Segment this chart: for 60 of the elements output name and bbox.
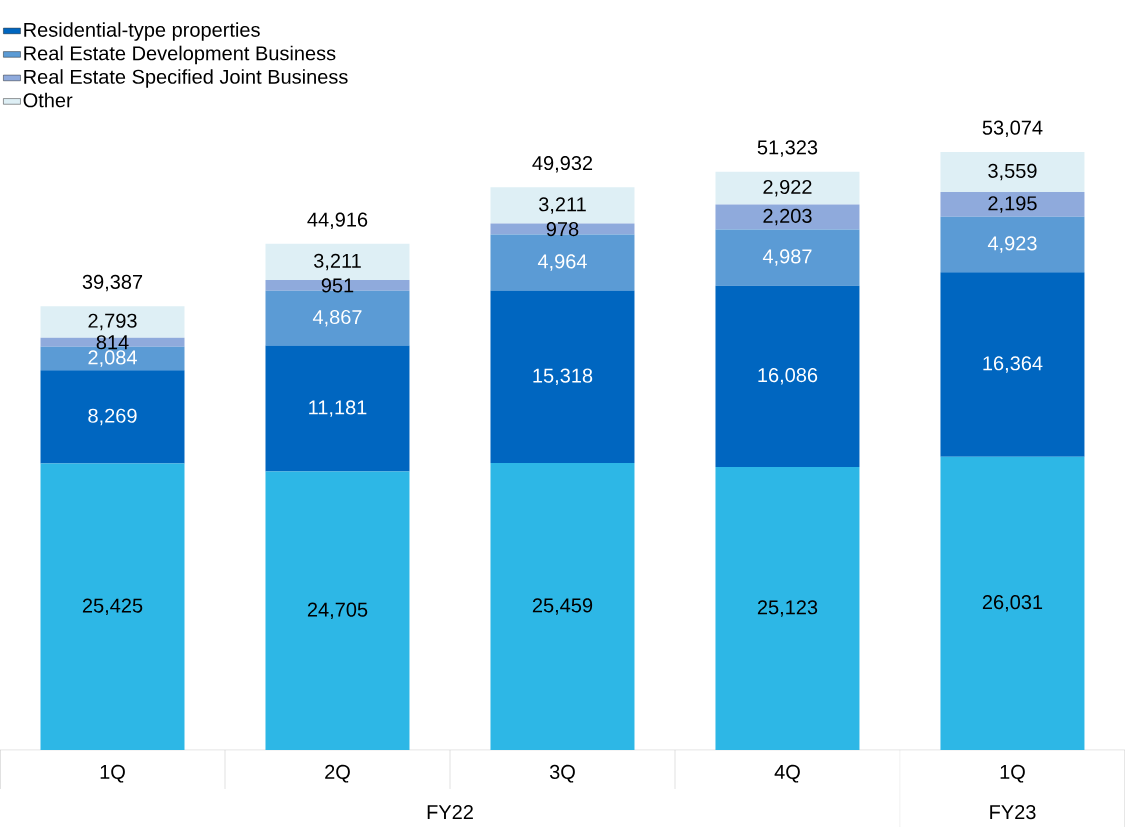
bar	[940, 192, 1085, 217]
bar	[40, 463, 185, 750]
data-label: 3,211	[313, 253, 361, 271]
data-label: 3,559	[988, 163, 1037, 181]
bar	[265, 280, 410, 291]
bar	[940, 151, 1085, 193]
bar	[940, 216, 1085, 273]
data-label: 4,964	[537, 254, 587, 271]
bar	[265, 345, 410, 472]
data-label: 15,318	[533, 368, 593, 386]
total-label: 44,916	[307, 212, 368, 229]
bar	[940, 456, 1085, 750]
data-label: 2,203	[763, 208, 812, 226]
bar	[490, 223, 635, 235]
data-label: 8,269	[88, 408, 137, 426]
total-label: 51,323	[757, 140, 818, 157]
x-tick-label: 3Q	[549, 764, 575, 783]
x-tick-label: 1Q	[1000, 764, 1025, 783]
data-label: 16,364	[983, 356, 1043, 373]
data-label: 2,922	[763, 179, 812, 197]
bar	[715, 229, 860, 286]
bar	[490, 187, 635, 224]
data-label: 25,425	[82, 598, 143, 615]
data-label: 26,031	[982, 595, 1043, 612]
bar	[715, 171, 860, 205]
bar	[940, 272, 1085, 457]
data-label: 11,181	[309, 400, 367, 417]
x-tick-label: 1Q	[100, 764, 125, 783]
data-label: 24,705	[307, 602, 368, 620]
legend-label: Real Estate Development Business	[24, 45, 336, 65]
x-tick-label: 2Q	[325, 764, 350, 783]
legend-label: Other	[23, 92, 73, 108]
data-label: 16,086	[758, 368, 818, 385]
text: FY22	[427, 805, 473, 819]
bar	[715, 285, 860, 467]
bar	[490, 463, 635, 750]
text: FY23	[990, 805, 1036, 820]
bar	[265, 471, 410, 750]
data-label: 978	[546, 221, 579, 237]
bar	[715, 466, 860, 750]
data-label: 951	[321, 278, 354, 293]
bar	[40, 370, 185, 464]
data-label: 814	[96, 335, 129, 350]
data-label: 4,867	[312, 309, 362, 327]
bar	[715, 204, 860, 230]
total-label: 53,074	[982, 120, 1043, 138]
legend-label: Real Estate Specified Joint Business	[24, 69, 348, 88]
bar	[490, 290, 635, 464]
data-label: 2,195	[988, 196, 1037, 213]
legend-label: Residential-type properties	[24, 22, 260, 41]
total-label: 39,387	[82, 274, 143, 292]
total-label: 49,932	[532, 155, 593, 173]
data-label: 3,211	[538, 197, 586, 214]
data-label: 4,923	[987, 236, 1037, 253]
data-label: 25,123	[757, 600, 818, 617]
data-label: 2,084	[88, 350, 137, 367]
data-label: 2,793	[88, 313, 137, 331]
data-label: 25,459	[532, 598, 593, 615]
data-label: 4,987	[762, 249, 812, 266]
x-tick-label: 4Q	[774, 764, 800, 783]
